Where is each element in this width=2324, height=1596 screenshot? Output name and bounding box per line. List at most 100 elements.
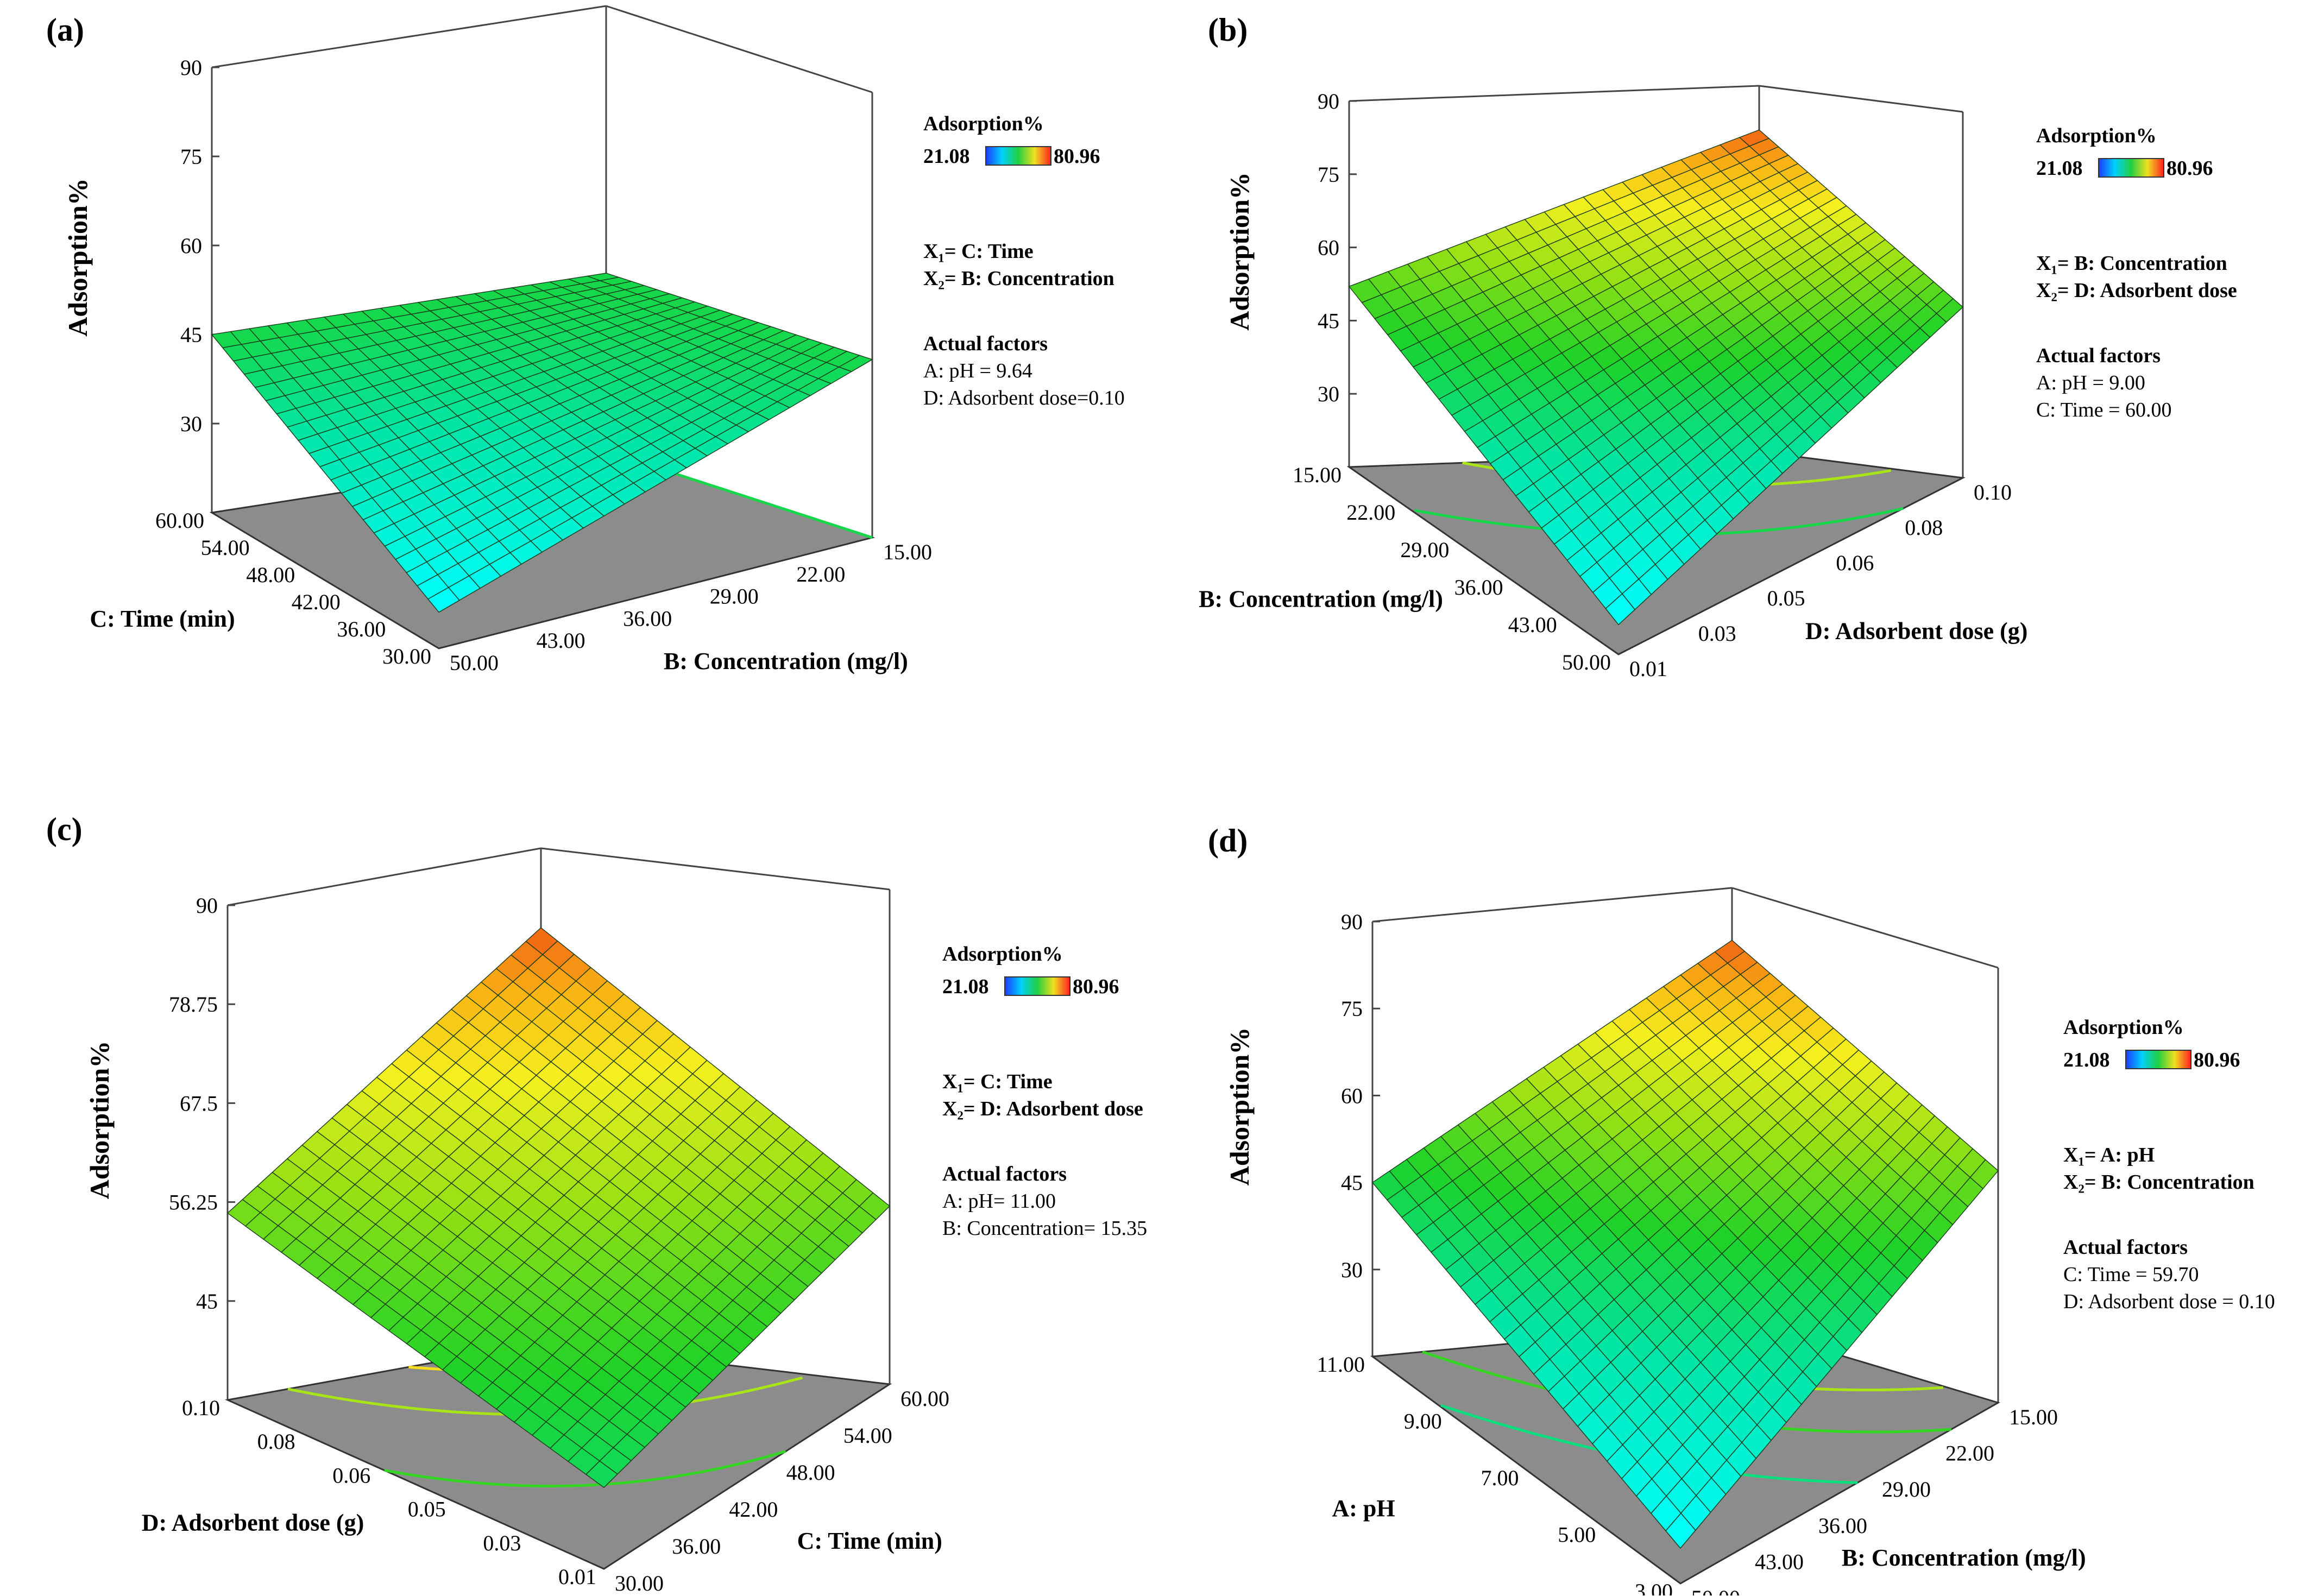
right-axis-title: C: Time (min) [797, 1528, 942, 1554]
legend-title: Adsorption% [923, 112, 1044, 135]
right-axis-tick-label: 60.00 [900, 1386, 949, 1411]
left-axis-tick-label: 5.00 [1558, 1523, 1596, 1547]
surface-plot-d: 90 75 60 45 30 11.00 9.00 7.00 5.00 3.00 50.00 43.0… [1208, 823, 2275, 1595]
actual-factor-value: A: pH= 11.00 [942, 1190, 1056, 1213]
left-axis-title: B: Concentration (mg/l) [1199, 586, 1443, 613]
z-tick-label: 56.25 [169, 1190, 218, 1215]
right-axis-tick-label: 29.00 [710, 584, 759, 609]
right-axis-tick-label: 43.00 [537, 628, 585, 653]
right-axis-tick-label: 54.00 [843, 1423, 892, 1448]
z-tick-label: 67.5 [180, 1091, 218, 1115]
panel-label: (c) [46, 811, 83, 847]
z-tick-label: 30 [1341, 1258, 1363, 1282]
legend-low-value: 21.08 [2036, 157, 2083, 180]
response-surface [1348, 129, 1964, 626]
x1-factor: X₁= C: Time [923, 240, 1034, 263]
surface-cell [838, 355, 873, 372]
response-surface [211, 273, 873, 613]
response-surface [226, 927, 891, 1488]
left-axis-tick-label: 30.00 [382, 644, 431, 668]
left-axis-tick-label: 0.01 [558, 1565, 596, 1589]
left-axis-tick-label: 54.00 [201, 535, 250, 560]
left-axis-tick-label: 11.00 [1317, 1352, 1365, 1377]
z-tick-label: 75 [1318, 162, 1339, 187]
z-axis-title: Adsorption% [1224, 172, 1255, 331]
left-axis-tick-label: 0.10 [182, 1396, 220, 1420]
actual-factor-value: D: Adsorbent dose = 0.10 [2063, 1290, 2275, 1313]
surface-cell [859, 1192, 891, 1220]
left-axis-tick-label: 60.00 [155, 508, 204, 533]
actual-factor-value: C: Time = 60.00 [2036, 399, 2172, 421]
legend-low-value: 21.08 [2063, 1049, 2110, 1071]
right-axis-tick-label: 0.01 [1629, 657, 1667, 681]
actual-factor-value: A: pH = 9.00 [2036, 371, 2145, 394]
right-axis-tick-label: 48.00 [786, 1460, 835, 1485]
x2-factor: X₂= D: Adsorbent dose [942, 1097, 1143, 1120]
right-axis-tick-label: 0.05 [1767, 586, 1805, 610]
right-axis-tick-label: 36.00 [1818, 1513, 1867, 1538]
left-axis-tick-label: 43.00 [1508, 613, 1557, 637]
actual-factor-value: B: Concentration= 15.35 [942, 1217, 1147, 1240]
legend-title: Adsorption% [2063, 1016, 2184, 1039]
actual-factors-title: Actual factors [923, 332, 1048, 355]
right-axis-tick-label: 42.00 [729, 1497, 778, 1522]
axis-line [211, 5, 607, 68]
left-axis-tick-label: 50.00 [1562, 650, 1611, 674]
z-tick-label: 60 [1318, 236, 1339, 260]
right-axis-tick-label: 0.10 [1974, 480, 2012, 504]
surface-plot-b: 90 75 60 45 30 15.0022.0029.0036.0043.0050.00… [1199, 12, 2237, 681]
left-axis-tick-label: 29.00 [1400, 538, 1449, 562]
z-tick-label: 60 [180, 234, 202, 258]
z-tick-label: 60 [1341, 1083, 1363, 1108]
x1-factor: X₁= B: Concentration [2036, 252, 2227, 275]
right-axis-tick-label: 0.03 [1698, 621, 1736, 646]
left-axis-tick-label: 7.00 [1481, 1466, 1519, 1490]
right-axis-tick-label: 36.00 [672, 1534, 721, 1559]
z-tick-label: 90 [180, 55, 202, 80]
left-axis-tick-label: 0.05 [408, 1497, 446, 1522]
legend-colorbar [1004, 976, 1070, 996]
left-axis-title: D: Adsorbent dose (g) [142, 1510, 364, 1536]
z-tick-label: 45 [196, 1289, 218, 1314]
z-tick-label: 75 [1341, 996, 1363, 1021]
left-axis-tick-label: 3.00 [1635, 1579, 1673, 1595]
x1-factor: X₁= A: pH [2063, 1144, 2155, 1166]
legend-title: Adsorption% [942, 943, 1063, 966]
z-tick-label: 45 [1341, 1171, 1363, 1195]
right-axis-tick-label: 15.00 [2009, 1405, 2058, 1429]
axis-line [606, 5, 873, 93]
panel-label: (d) [1208, 823, 1248, 859]
legend-high-value: 80.96 [1054, 145, 1100, 168]
panel-c: 90 78.75 67.5 56.25 45 0.10 0.08 0.06 0.05 0.03 0.… [0, 798, 1162, 1595]
legend-high-value: 80.96 [1073, 975, 1119, 998]
panel-label: (a) [46, 12, 84, 48]
z-tick-label: 30 [1318, 382, 1339, 406]
z-tick-label: 90 [196, 893, 218, 918]
legend-low-value: 21.08 [923, 145, 970, 168]
axis-line [1759, 85, 1963, 113]
legend-high-value: 80.96 [2166, 157, 2213, 180]
right-axis-tick-label: 22.00 [1945, 1441, 1994, 1466]
right-axis-tick-label: 22.00 [796, 562, 845, 586]
actual-factors-title: Actual factors [2063, 1236, 2188, 1259]
actual-factor-value: D: Adsorbent dose=0.10 [923, 387, 1125, 409]
axis-line [1349, 85, 1760, 102]
legend-colorbar [2098, 158, 2164, 178]
right-axis-title: B: Concentration (mg/l) [664, 648, 908, 674]
left-axis-tick-label: 36.00 [1454, 575, 1503, 600]
surface-cell [1969, 1159, 1999, 1189]
right-axis-tick-label: 30.00 [615, 1571, 664, 1595]
actual-factor-value: A: pH = 9.64 [923, 359, 1032, 382]
legend-colorbar [985, 146, 1051, 166]
panel-d: 90 75 60 45 30 11.00 9.00 7.00 5.00 3.00 50.00 43.0… [1162, 798, 2323, 1595]
z-tick-label: 30 [180, 412, 202, 436]
right-axis-tick-label: 43.00 [1755, 1549, 1804, 1574]
axis-line [540, 847, 890, 891]
right-axis-tick-label: 36.00 [623, 606, 672, 630]
right-axis-tick-label: 0.08 [1905, 515, 1943, 540]
actual-factors-title: Actual factors [942, 1163, 1067, 1185]
right-axis-tick-label: 15.00 [883, 540, 932, 564]
surface-plot-c: 90 78.75 67.5 56.25 45 0.10 0.08 0.06 0.05 0.03 0.… [46, 811, 1147, 1595]
left-axis-tick-label: 36.00 [337, 617, 386, 641]
